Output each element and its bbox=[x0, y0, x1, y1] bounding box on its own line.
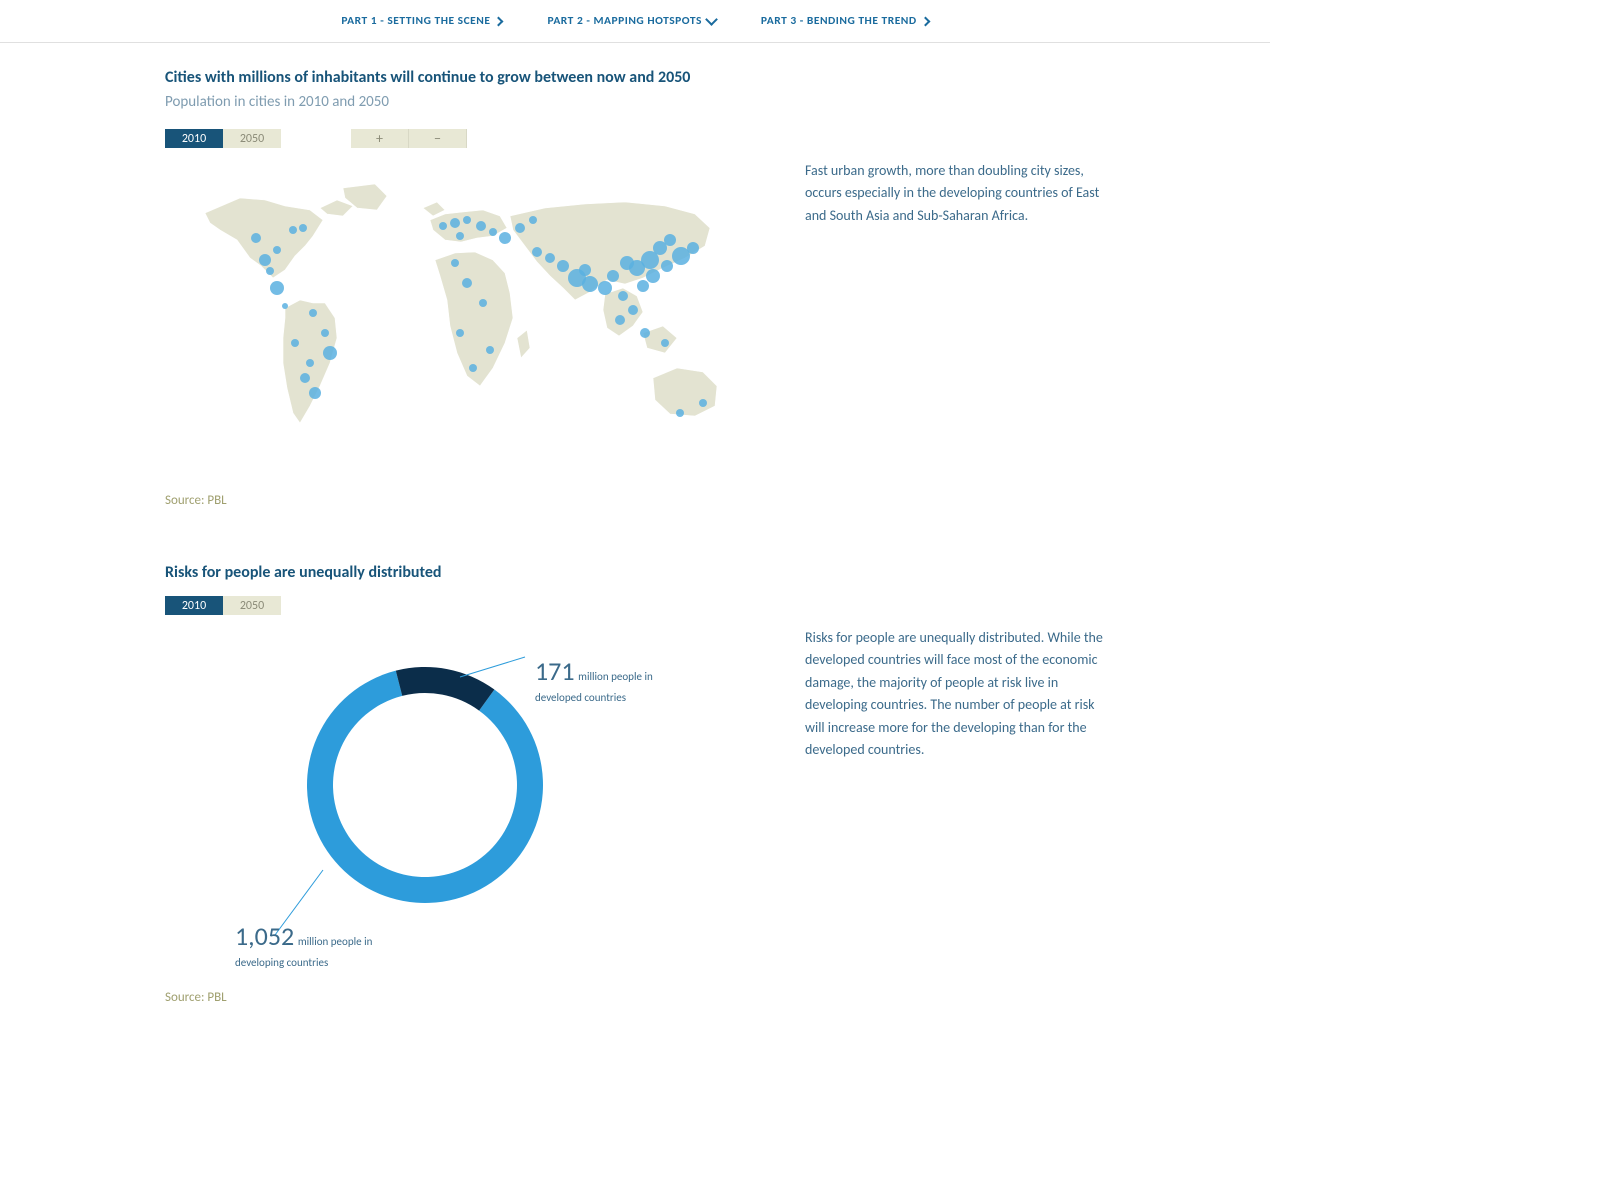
city-marker[interactable] bbox=[273, 246, 281, 254]
city-marker[interactable] bbox=[582, 276, 598, 292]
continent-africa bbox=[435, 252, 530, 386]
developed-unit: million people in bbox=[578, 670, 653, 683]
city-marker[interactable] bbox=[557, 260, 569, 272]
city-marker[interactable] bbox=[323, 346, 337, 360]
city-marker[interactable] bbox=[300, 373, 310, 383]
city-marker[interactable] bbox=[661, 339, 669, 347]
city-marker[interactable] bbox=[266, 267, 274, 275]
city-marker[interactable] bbox=[299, 224, 307, 232]
city-marker[interactable] bbox=[309, 387, 321, 399]
city-marker[interactable] bbox=[637, 280, 649, 292]
section-subtitle: Population in cities in 2010 and 2050 bbox=[165, 93, 1105, 111]
city-marker[interactable] bbox=[607, 270, 619, 282]
city-marker[interactable] bbox=[451, 259, 459, 267]
leader-line bbox=[460, 657, 525, 677]
nav-item-part1[interactable]: PART 1 - SETTING THE SCENE bbox=[341, 14, 502, 28]
developing-value: 1,052 bbox=[235, 920, 294, 952]
nav-label: PART 3 - BENDING THE TREND bbox=[761, 14, 917, 28]
section-description: Risks for people are unequally distribut… bbox=[805, 625, 1105, 761]
section-risk-distribution: Risks for people are unequally distribut… bbox=[165, 563, 1105, 1005]
world-map[interactable] bbox=[165, 168, 755, 468]
developed-value: 171 bbox=[535, 655, 575, 687]
city-marker[interactable] bbox=[251, 233, 261, 243]
city-marker[interactable] bbox=[309, 309, 317, 317]
city-marker[interactable] bbox=[463, 216, 471, 224]
city-marker[interactable] bbox=[676, 409, 684, 417]
city-marker[interactable] bbox=[598, 281, 612, 295]
tab-2010[interactable]: 2010 bbox=[165, 596, 223, 615]
city-marker[interactable] bbox=[489, 228, 497, 236]
city-marker[interactable] bbox=[476, 221, 486, 231]
city-marker[interactable] bbox=[270, 281, 284, 295]
continent-australia bbox=[653, 368, 717, 416]
city-marker[interactable] bbox=[532, 247, 542, 257]
city-marker[interactable] bbox=[515, 223, 525, 233]
map-toolbar: 2010 2050 + − bbox=[165, 129, 1105, 148]
tab-2050[interactable]: 2050 bbox=[223, 596, 281, 615]
source-label: Source: PBL bbox=[165, 990, 765, 1005]
section-city-growth: Cities with millions of inhabitants will… bbox=[165, 68, 1105, 508]
tab-2010[interactable]: 2010 bbox=[165, 129, 223, 148]
city-marker[interactable] bbox=[321, 329, 329, 337]
donut-slice-developing bbox=[307, 671, 543, 903]
zoom-out-button[interactable]: − bbox=[409, 129, 467, 148]
city-marker[interactable] bbox=[499, 232, 511, 244]
city-marker[interactable] bbox=[479, 299, 487, 307]
city-marker[interactable] bbox=[529, 216, 537, 224]
city-marker[interactable] bbox=[646, 269, 660, 283]
section-description: Fast urban growth, more than doubling ci… bbox=[805, 158, 1105, 227]
nav-label: PART 2 - MAPPING HOTSPOTS bbox=[547, 14, 701, 28]
tab-2050[interactable]: 2050 bbox=[223, 129, 281, 148]
city-marker[interactable] bbox=[456, 329, 464, 337]
chevron-down-icon bbox=[705, 13, 718, 26]
donut-toolbar: 2010 2050 bbox=[165, 596, 1105, 615]
nav-item-part2[interactable]: PART 2 - MAPPING HOTSPOTS bbox=[547, 14, 715, 28]
chevron-right-icon bbox=[494, 16, 504, 26]
donut-slice-developed bbox=[396, 667, 495, 711]
source-label: Source: PBL bbox=[165, 493, 765, 508]
city-marker[interactable] bbox=[687, 242, 699, 254]
city-marker[interactable] bbox=[486, 346, 494, 354]
city-marker[interactable] bbox=[259, 254, 271, 266]
section-title: Risks for people are unequally distribut… bbox=[165, 563, 1105, 582]
donut-label-developing: 1,052 million people in developing count… bbox=[235, 920, 372, 971]
top-nav: PART 1 - SETTING THE SCENE PART 2 - MAPP… bbox=[0, 0, 1270, 43]
city-marker[interactable] bbox=[545, 253, 555, 263]
city-marker[interactable] bbox=[661, 260, 673, 272]
city-marker[interactable] bbox=[664, 234, 676, 246]
city-marker[interactable] bbox=[439, 222, 447, 230]
city-marker[interactable] bbox=[469, 364, 477, 372]
city-marker[interactable] bbox=[450, 218, 460, 228]
developed-region: developed countries bbox=[535, 691, 626, 704]
city-marker[interactable] bbox=[456, 232, 464, 240]
section-title: Cities with millions of inhabitants will… bbox=[165, 68, 1105, 87]
nav-label: PART 1 - SETTING THE SCENE bbox=[341, 14, 490, 28]
developing-region: developing countries bbox=[235, 956, 328, 969]
city-marker[interactable] bbox=[615, 315, 625, 325]
city-marker[interactable] bbox=[462, 278, 472, 288]
city-marker[interactable] bbox=[282, 303, 288, 309]
continent-north-america bbox=[205, 198, 353, 278]
zoom-in-button[interactable]: + bbox=[351, 129, 409, 148]
city-marker[interactable] bbox=[628, 305, 638, 315]
city-marker[interactable] bbox=[640, 328, 650, 338]
city-marker[interactable] bbox=[699, 399, 707, 407]
developing-unit: million people in bbox=[298, 935, 373, 948]
donut-label-developed: 171 million people in developed countrie… bbox=[535, 655, 653, 706]
nav-item-part3[interactable]: PART 3 - BENDING THE TREND bbox=[761, 14, 929, 28]
city-marker[interactable] bbox=[289, 226, 297, 234]
donut-chart: 171 million people in developed countrie… bbox=[235, 635, 655, 965]
city-marker[interactable] bbox=[579, 264, 591, 276]
chevron-right-icon bbox=[920, 16, 930, 26]
city-marker[interactable] bbox=[306, 359, 314, 367]
city-marker[interactable] bbox=[291, 339, 299, 347]
city-marker[interactable] bbox=[618, 291, 628, 301]
